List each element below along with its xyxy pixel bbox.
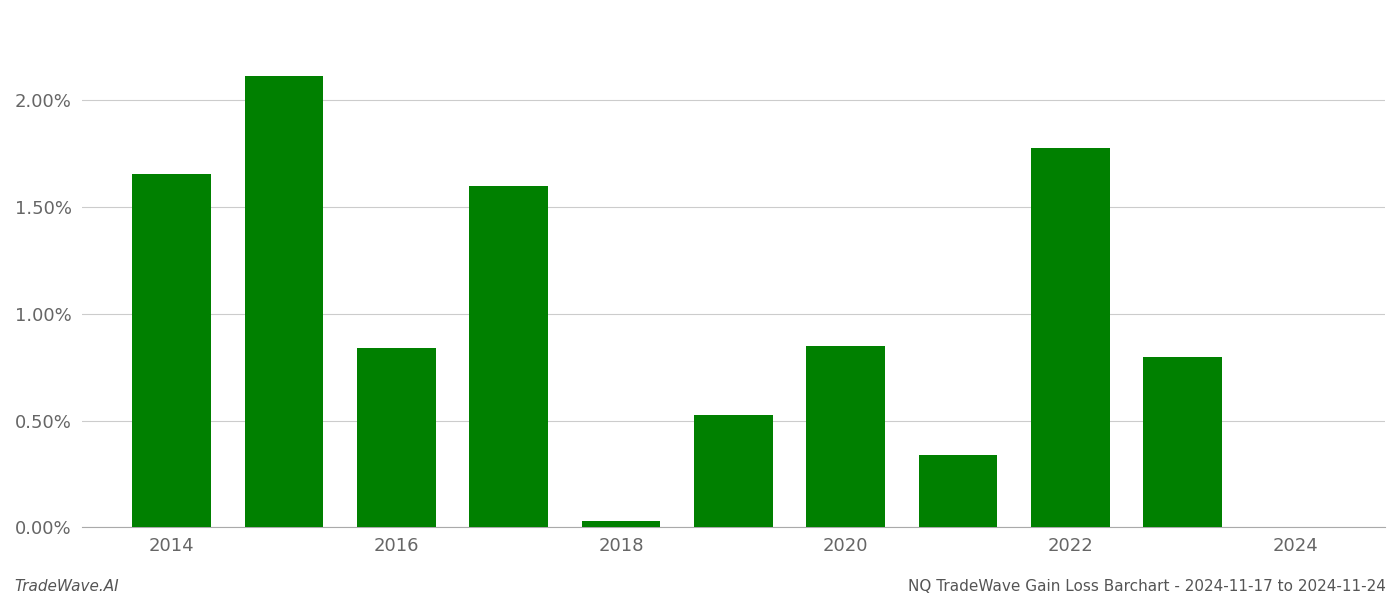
Bar xyxy=(1030,148,1110,527)
Text: TradeWave.AI: TradeWave.AI xyxy=(14,579,119,594)
Bar xyxy=(694,415,773,527)
Bar xyxy=(806,346,885,527)
Bar xyxy=(245,76,323,527)
Bar xyxy=(918,455,997,527)
Bar xyxy=(357,348,435,527)
Bar xyxy=(1144,356,1222,527)
Bar xyxy=(132,174,211,527)
Bar xyxy=(469,186,547,527)
Text: NQ TradeWave Gain Loss Barchart - 2024-11-17 to 2024-11-24: NQ TradeWave Gain Loss Barchart - 2024-1… xyxy=(909,579,1386,594)
Bar xyxy=(581,521,661,527)
